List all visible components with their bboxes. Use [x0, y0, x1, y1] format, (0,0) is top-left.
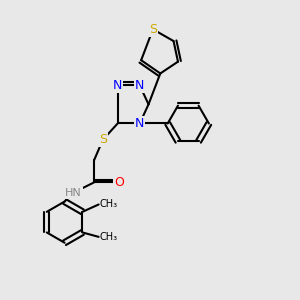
Text: CH₃: CH₃ — [100, 232, 118, 242]
Text: S: S — [149, 23, 157, 36]
Text: N: N — [135, 117, 144, 130]
Text: S: S — [99, 133, 107, 146]
Text: O: O — [114, 176, 124, 189]
Text: N: N — [113, 79, 122, 92]
Text: CH₃: CH₃ — [100, 200, 118, 209]
Text: HN: HN — [65, 188, 82, 198]
Text: N: N — [135, 79, 144, 92]
